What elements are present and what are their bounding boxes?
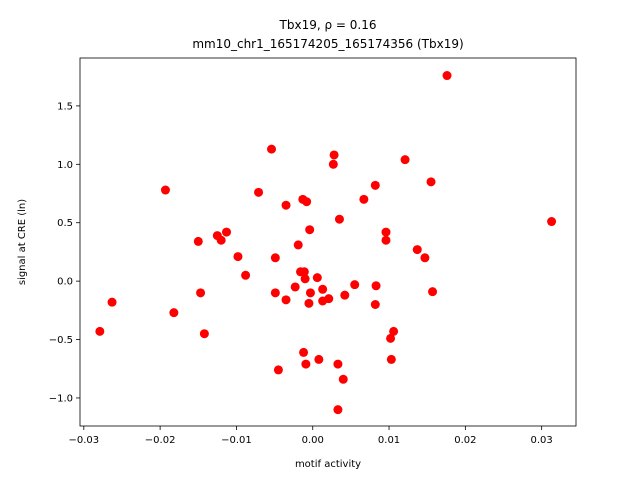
y-axis-ticks: −1.0 −0.5 0.0 0.5 1.0 1.5	[49, 101, 80, 404]
data-point	[381, 227, 391, 237]
y-axis-label: signal at CRE (ln)	[17, 199, 28, 285]
data-point	[267, 144, 277, 154]
y-tick-label: 1.5	[57, 101, 73, 112]
data-point	[293, 240, 303, 250]
chart-title-line2: mm10_chr1_165174205_165174356 (Tbx19)	[192, 37, 463, 51]
x-tick-label: −0.01	[221, 435, 252, 446]
data-point	[350, 280, 360, 290]
data-point	[371, 281, 381, 291]
data-point	[426, 177, 436, 187]
data-point	[305, 225, 315, 235]
x-tick-label: −0.03	[68, 435, 99, 446]
x-tick-label: −0.02	[145, 435, 176, 446]
y-tick-label: −1.0	[49, 393, 73, 404]
data-point	[300, 274, 310, 284]
data-point	[241, 270, 251, 280]
data-point	[254, 187, 264, 197]
data-point	[193, 236, 203, 246]
data-point	[312, 273, 322, 283]
data-point	[381, 235, 391, 245]
data-point	[318, 284, 328, 294]
y-tick-label: 1.0	[57, 160, 73, 171]
x-axis-label: motif activity	[295, 459, 361, 470]
data-point	[400, 155, 410, 165]
data-point	[333, 359, 343, 369]
data-point	[386, 333, 396, 343]
data-point	[314, 354, 324, 364]
data-point	[281, 295, 291, 305]
data-point	[359, 194, 369, 204]
data-point	[299, 347, 309, 357]
data-point	[160, 185, 170, 195]
data-point	[328, 159, 338, 169]
data-point	[290, 282, 300, 292]
data-point	[386, 354, 396, 364]
data-point	[305, 288, 315, 298]
data-point	[428, 287, 438, 297]
data-point	[196, 288, 206, 298]
data-point	[95, 326, 105, 336]
data-point	[304, 298, 314, 308]
data-point	[334, 214, 344, 224]
data-point	[547, 217, 557, 227]
x-tick-label: 0.02	[454, 435, 476, 446]
y-tick-label: −0.5	[49, 335, 73, 346]
plot-frame	[79, 57, 577, 427]
y-tick-label: 0.0	[57, 277, 73, 288]
data-point	[389, 326, 399, 336]
data-points	[95, 71, 557, 415]
data-point	[302, 197, 312, 207]
data-point	[216, 235, 226, 245]
data-point	[324, 294, 334, 304]
x-tick-label: 0.01	[378, 435, 400, 446]
data-point	[270, 288, 280, 298]
data-point	[270, 253, 280, 263]
data-point	[222, 227, 232, 237]
data-point	[370, 180, 380, 190]
y-tick-label: 0.5	[57, 218, 73, 229]
data-point	[338, 374, 348, 384]
data-point	[333, 405, 343, 415]
data-point	[199, 329, 209, 339]
data-point	[273, 365, 283, 375]
chart-title-line1: Tbx19, ρ = 0.16	[279, 18, 377, 32]
data-point	[169, 308, 179, 318]
data-point	[107, 297, 117, 307]
x-axis-ticks: −0.03 −0.02 −0.01 0.00 0.01 0.02 0.03	[68, 426, 553, 446]
data-point	[420, 253, 430, 263]
data-point	[412, 245, 422, 255]
data-point	[281, 200, 291, 210]
data-point	[370, 300, 380, 309]
data-point	[233, 252, 243, 262]
data-point	[299, 267, 309, 277]
data-point	[340, 290, 350, 300]
data-point	[329, 150, 339, 160]
x-tick-label: 0.03	[531, 435, 553, 446]
data-point	[301, 359, 311, 369]
data-point	[442, 71, 452, 81]
x-tick-label: 0.00	[302, 435, 324, 446]
